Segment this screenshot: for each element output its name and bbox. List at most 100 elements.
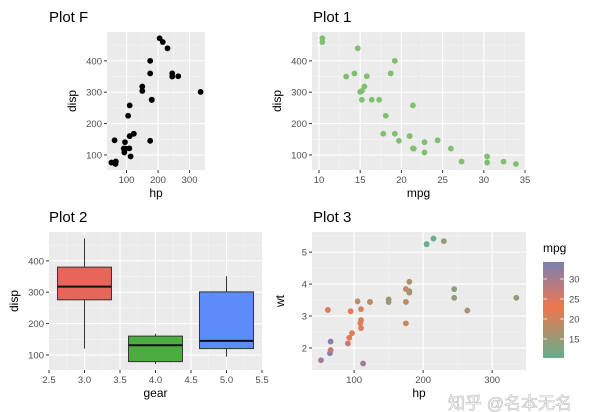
data-point [406,278,413,285]
legend-tick-label: 15 [569,335,580,346]
data-point [357,320,364,326]
plot-title: Plot 3 [313,209,351,226]
y-tick-label: 300 [28,288,44,299]
x-tick-label: 5.5 [255,375,268,386]
y-tick-label: 200 [28,319,44,330]
x-axis-label: hp [412,386,426,400]
data-point [175,73,182,80]
y-tick-label: 200 [291,119,307,130]
y-axis-label: disp [65,90,79,112]
legend-tick-label: 30 [569,275,580,286]
data-point [500,158,507,165]
data-point [125,112,132,119]
data-point [346,334,353,341]
data-point [451,286,458,293]
data-point [126,145,133,152]
y-axis-label: wt [273,294,287,308]
data-point [318,357,324,364]
data-point [159,39,166,45]
data-point [130,130,137,137]
data-point [376,96,383,103]
data-point [396,137,402,144]
x-axis-label: gear [143,386,167,400]
data-point [410,145,416,152]
data-point [357,89,364,95]
data-point [112,158,119,165]
data-point [367,299,373,305]
data-point [111,137,118,144]
data-point [361,83,368,90]
data-point [324,307,331,313]
data-point [391,57,398,64]
panel-background [312,32,525,170]
data-point [139,88,146,94]
x-tick-label: 10 [314,175,325,186]
boxplot-gear-5 [199,276,254,357]
x-tick-label: 300 [484,375,500,386]
data-point [402,299,409,305]
data-point [351,70,358,77]
data-point [513,294,520,301]
data-point [382,112,389,119]
y-tick-label: 2 [302,343,307,354]
panel-3: Plot 3 100 200 300 2 3 4 5 hp wt [273,209,526,400]
data-point [327,347,334,353]
color-legend: mpg 15 20 25 30 [543,241,580,358]
data-point [120,145,127,152]
data-point [391,130,398,137]
data-point [148,96,155,103]
data-point [447,145,454,152]
legend-tick-label: 20 [569,315,580,326]
data-point [387,70,394,77]
y-axis-label: disp [7,290,21,312]
legend-colorbar [543,262,564,358]
y-tick-label: 400 [291,56,307,67]
legend-title: mpg [543,241,566,255]
x-tick-label: 30 [479,175,490,186]
x-tick-label: 5.0 [220,375,233,386]
y-tick-label: 100 [86,150,102,161]
data-point [139,83,146,90]
x-tick-label: 3.5 [113,375,126,386]
y-tick-label: 5 [302,248,307,259]
panel-1: Plot 1 10 15 20 25 30 35 100 200 300 400 mpg disp [270,9,530,200]
box [199,291,254,350]
plot-title: Plot 1 [313,9,351,26]
y-tick-label: 100 [28,350,44,361]
y-tick-label: 4 [302,280,307,291]
x-tick-label: 200 [415,375,431,386]
data-point [451,294,458,301]
data-point [402,320,409,327]
data-point [380,130,387,137]
data-point [464,307,471,314]
data-point [421,149,428,156]
watermark: 知乎 @名本无名 [448,394,572,412]
data-point [430,235,437,242]
x-tick-label: 200 [150,175,166,186]
y-tick-label: 100 [291,150,307,161]
y-tick-label: 400 [28,256,44,267]
y-tick-label: 300 [86,88,102,99]
y-axis-label: disp [270,90,284,112]
panel-0: Plot F 100 200 300 100 200 300 400 hp disp [49,9,205,200]
data-point [126,102,133,109]
data-point [421,139,428,146]
data-point [147,70,154,77]
y-tick-label: 300 [291,88,307,99]
legend-tick-label: 25 [569,295,580,306]
data-point [354,298,361,305]
panel-2: Plot 2 2.5 3.0 3.5 4.0 4.5 5.0 5.5 100 200 300 400 g… [7,209,269,400]
x-tick-label: 3.0 [78,375,91,386]
data-point [127,153,134,160]
y-tick-label: 400 [86,56,102,67]
data-point [122,139,128,146]
data-point [385,299,392,306]
data-point [164,45,171,52]
data-point [484,159,490,166]
panel-background [312,232,526,370]
x-axis-label: mpg [407,186,430,200]
box [57,266,112,301]
data-point [169,73,176,80]
data-point [440,238,447,245]
